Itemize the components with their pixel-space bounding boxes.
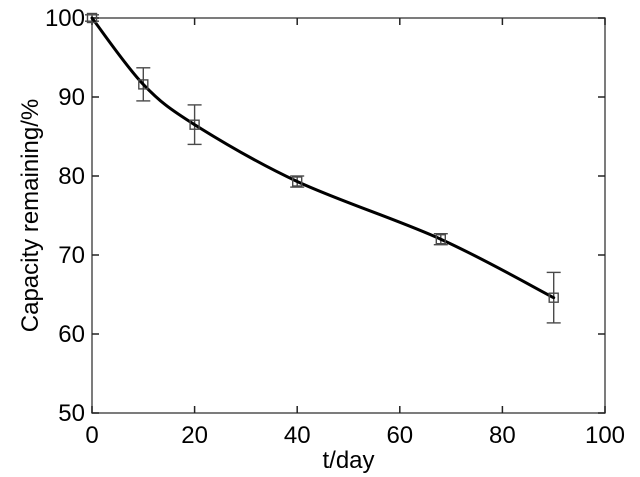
x-tick-label: 20 xyxy=(181,422,208,449)
data-point-marker xyxy=(435,233,446,245)
data-point-marker xyxy=(138,79,149,90)
y-tick-label: 100 xyxy=(45,5,85,32)
data-point-marker xyxy=(189,119,200,130)
y-tick-label: 50 xyxy=(58,400,85,427)
data-point-marker xyxy=(86,12,98,24)
x-tick-label: 100 xyxy=(585,422,625,449)
y-tick-label: 60 xyxy=(58,321,85,348)
x-tick-label: 80 xyxy=(489,422,516,449)
error-bars xyxy=(85,14,561,324)
x-tick-label: 60 xyxy=(386,422,413,449)
y-tick-label: 80 xyxy=(58,163,85,190)
axes-box xyxy=(91,17,606,414)
data-markers xyxy=(86,12,559,303)
plot-frame xyxy=(91,17,606,414)
tick-labels: 0 20 40 60 80 100 50 60 70 80 90 100 xyxy=(45,5,625,449)
data-series xyxy=(90,16,556,300)
y-tick-label: 70 xyxy=(58,242,85,269)
series-line xyxy=(90,16,556,300)
data-point-marker xyxy=(548,292,559,303)
y-tick-label: 90 xyxy=(58,84,85,111)
x-tick-label: 0 xyxy=(85,422,98,449)
x-tick-label: 40 xyxy=(284,422,311,449)
axis-ticks xyxy=(91,17,606,414)
x-axis-label: t/day xyxy=(322,447,374,474)
y-axis-label: Capacity remaining/% xyxy=(17,99,44,332)
data-point-marker xyxy=(292,176,303,187)
